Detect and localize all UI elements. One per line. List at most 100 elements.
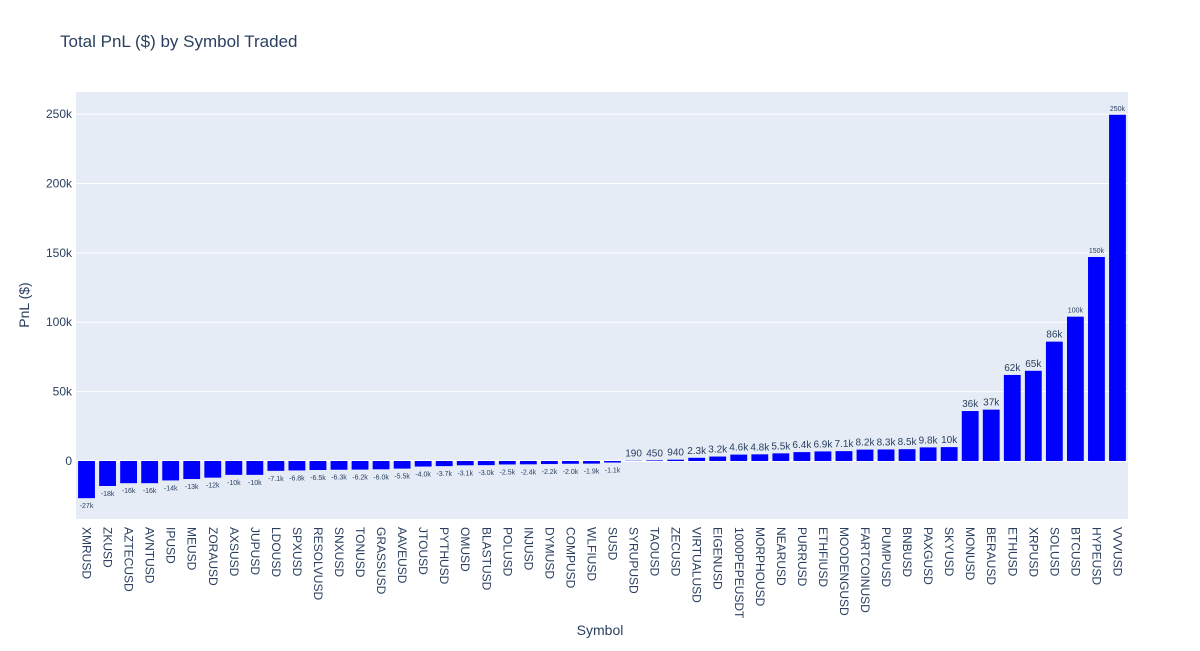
value-label: 62k <box>1004 363 1021 374</box>
bar <box>583 461 600 464</box>
value-label: -2.2k <box>542 469 558 476</box>
x-tick-label: SYRUPUSD <box>627 527 641 594</box>
bar <box>352 461 369 470</box>
x-tick-label: BERAUSD <box>984 527 998 585</box>
value-label: -10k <box>248 480 262 487</box>
x-tick-label: OMUSD <box>458 527 472 572</box>
x-tick-label: XMRUSD <box>80 527 94 579</box>
x-tick-label: HYPEUSD <box>1089 527 1103 585</box>
x-axis-title: Symbol <box>577 622 624 638</box>
value-label: 10k <box>941 435 958 446</box>
bar <box>709 457 726 461</box>
x-tick-label: VIRTUALUSD <box>690 527 704 603</box>
value-label: -2.0k <box>563 469 579 476</box>
value-label: -3.1k <box>457 470 473 477</box>
value-label: -6.0k <box>373 474 389 481</box>
value-label: 8.5k <box>898 437 918 448</box>
x-tick-label: AZTECUSD <box>122 527 136 592</box>
value-label: 37k <box>983 398 1000 409</box>
bar <box>1046 342 1063 461</box>
x-tick-label: FARTCOINUSD <box>858 527 872 613</box>
value-label: 2.3k <box>687 446 707 457</box>
x-tick-label: ETHFIUSD <box>816 527 830 587</box>
value-label: 4.8k <box>750 442 770 453</box>
value-label: -18k <box>101 491 115 498</box>
x-tick-label: POLUSD <box>500 527 514 577</box>
value-label: -3.7k <box>436 471 452 478</box>
bar <box>78 461 95 498</box>
bar <box>520 461 537 464</box>
x-tick-label: NEARUSD <box>774 527 788 586</box>
x-tick-label: XRPUSD <box>1026 527 1040 577</box>
y-tick-label: 0 <box>65 454 72 468</box>
bar <box>962 411 979 461</box>
value-label: -3.0k <box>478 470 494 477</box>
bar <box>183 461 200 479</box>
x-tick-label: AAVEUSD <box>395 527 409 584</box>
bar <box>373 461 390 469</box>
bar <box>120 461 137 483</box>
bar <box>1109 115 1126 461</box>
bar <box>310 461 327 470</box>
y-tick-label: 100k <box>46 315 73 329</box>
bar <box>730 455 747 461</box>
x-tick-label: AXSUSD <box>227 527 241 577</box>
bar <box>457 461 474 465</box>
y-tick-label: 200k <box>46 176 73 190</box>
y-tick-label: 150k <box>46 246 73 260</box>
x-tick-label: WLFIUSD <box>584 527 598 581</box>
x-tick-label: SUSD <box>606 527 620 561</box>
bar <box>836 451 853 461</box>
x-tick-label: BLASTUSD <box>479 527 493 591</box>
x-tick-label: JTOUSD <box>416 527 430 575</box>
bar <box>793 452 810 461</box>
bar <box>815 451 832 461</box>
value-label: -6.2k <box>352 475 368 482</box>
x-tick-label: BTCUSD <box>1068 527 1082 577</box>
value-label: -5.5k <box>394 474 410 481</box>
y-tick-label: 50k <box>53 385 73 399</box>
chart-title: Total PnL ($) by Symbol Traded <box>60 32 298 51</box>
value-label: -12k <box>206 483 220 490</box>
value-label: -7.1k <box>268 476 284 483</box>
x-tick-label: RESOLVUSD <box>311 527 325 600</box>
x-tick-label: MEUSD <box>185 527 199 571</box>
bar <box>246 461 263 475</box>
value-label: 100k <box>1068 308 1084 315</box>
value-label: -1.9k <box>584 469 600 476</box>
value-label: 8.3k <box>877 437 897 448</box>
x-tick-label: ETHUSD <box>1005 527 1019 577</box>
value-label: -16k <box>143 488 157 495</box>
value-label: 36k <box>962 399 979 410</box>
value-label: -6.5k <box>310 475 326 482</box>
value-label: 6.9k <box>813 439 833 450</box>
value-label: 4.6k <box>729 443 749 454</box>
x-tick-label: EIGENUSD <box>711 527 725 590</box>
x-tick-label: PAXGUSD <box>921 527 935 585</box>
value-label: 86k <box>1046 330 1063 341</box>
x-tick-label: IPUSD <box>164 527 178 564</box>
x-tick-label: PURRUSD <box>795 527 809 587</box>
x-tick-label: TAOUSD <box>648 527 662 576</box>
bar <box>1025 371 1042 461</box>
value-label: 3.2k <box>708 445 728 456</box>
value-label: -6.3k <box>331 475 347 482</box>
value-label: -14k <box>164 485 178 492</box>
value-label: 150k <box>1089 248 1105 255</box>
bar <box>857 450 874 461</box>
value-label: -6.8k <box>289 475 305 482</box>
bar <box>983 410 1000 461</box>
bar <box>604 461 621 463</box>
value-label: -27k <box>80 503 94 510</box>
bar <box>478 461 495 465</box>
bar <box>688 458 705 461</box>
bar <box>541 461 558 464</box>
value-label: 7.1k <box>835 439 855 450</box>
bar <box>1088 257 1105 461</box>
bar <box>162 461 179 480</box>
value-label: -2.5k <box>500 469 516 476</box>
bar <box>878 449 895 461</box>
x-tick-label: MORPHOUSD <box>753 527 767 607</box>
y-tick-label: 250k <box>46 107 73 121</box>
